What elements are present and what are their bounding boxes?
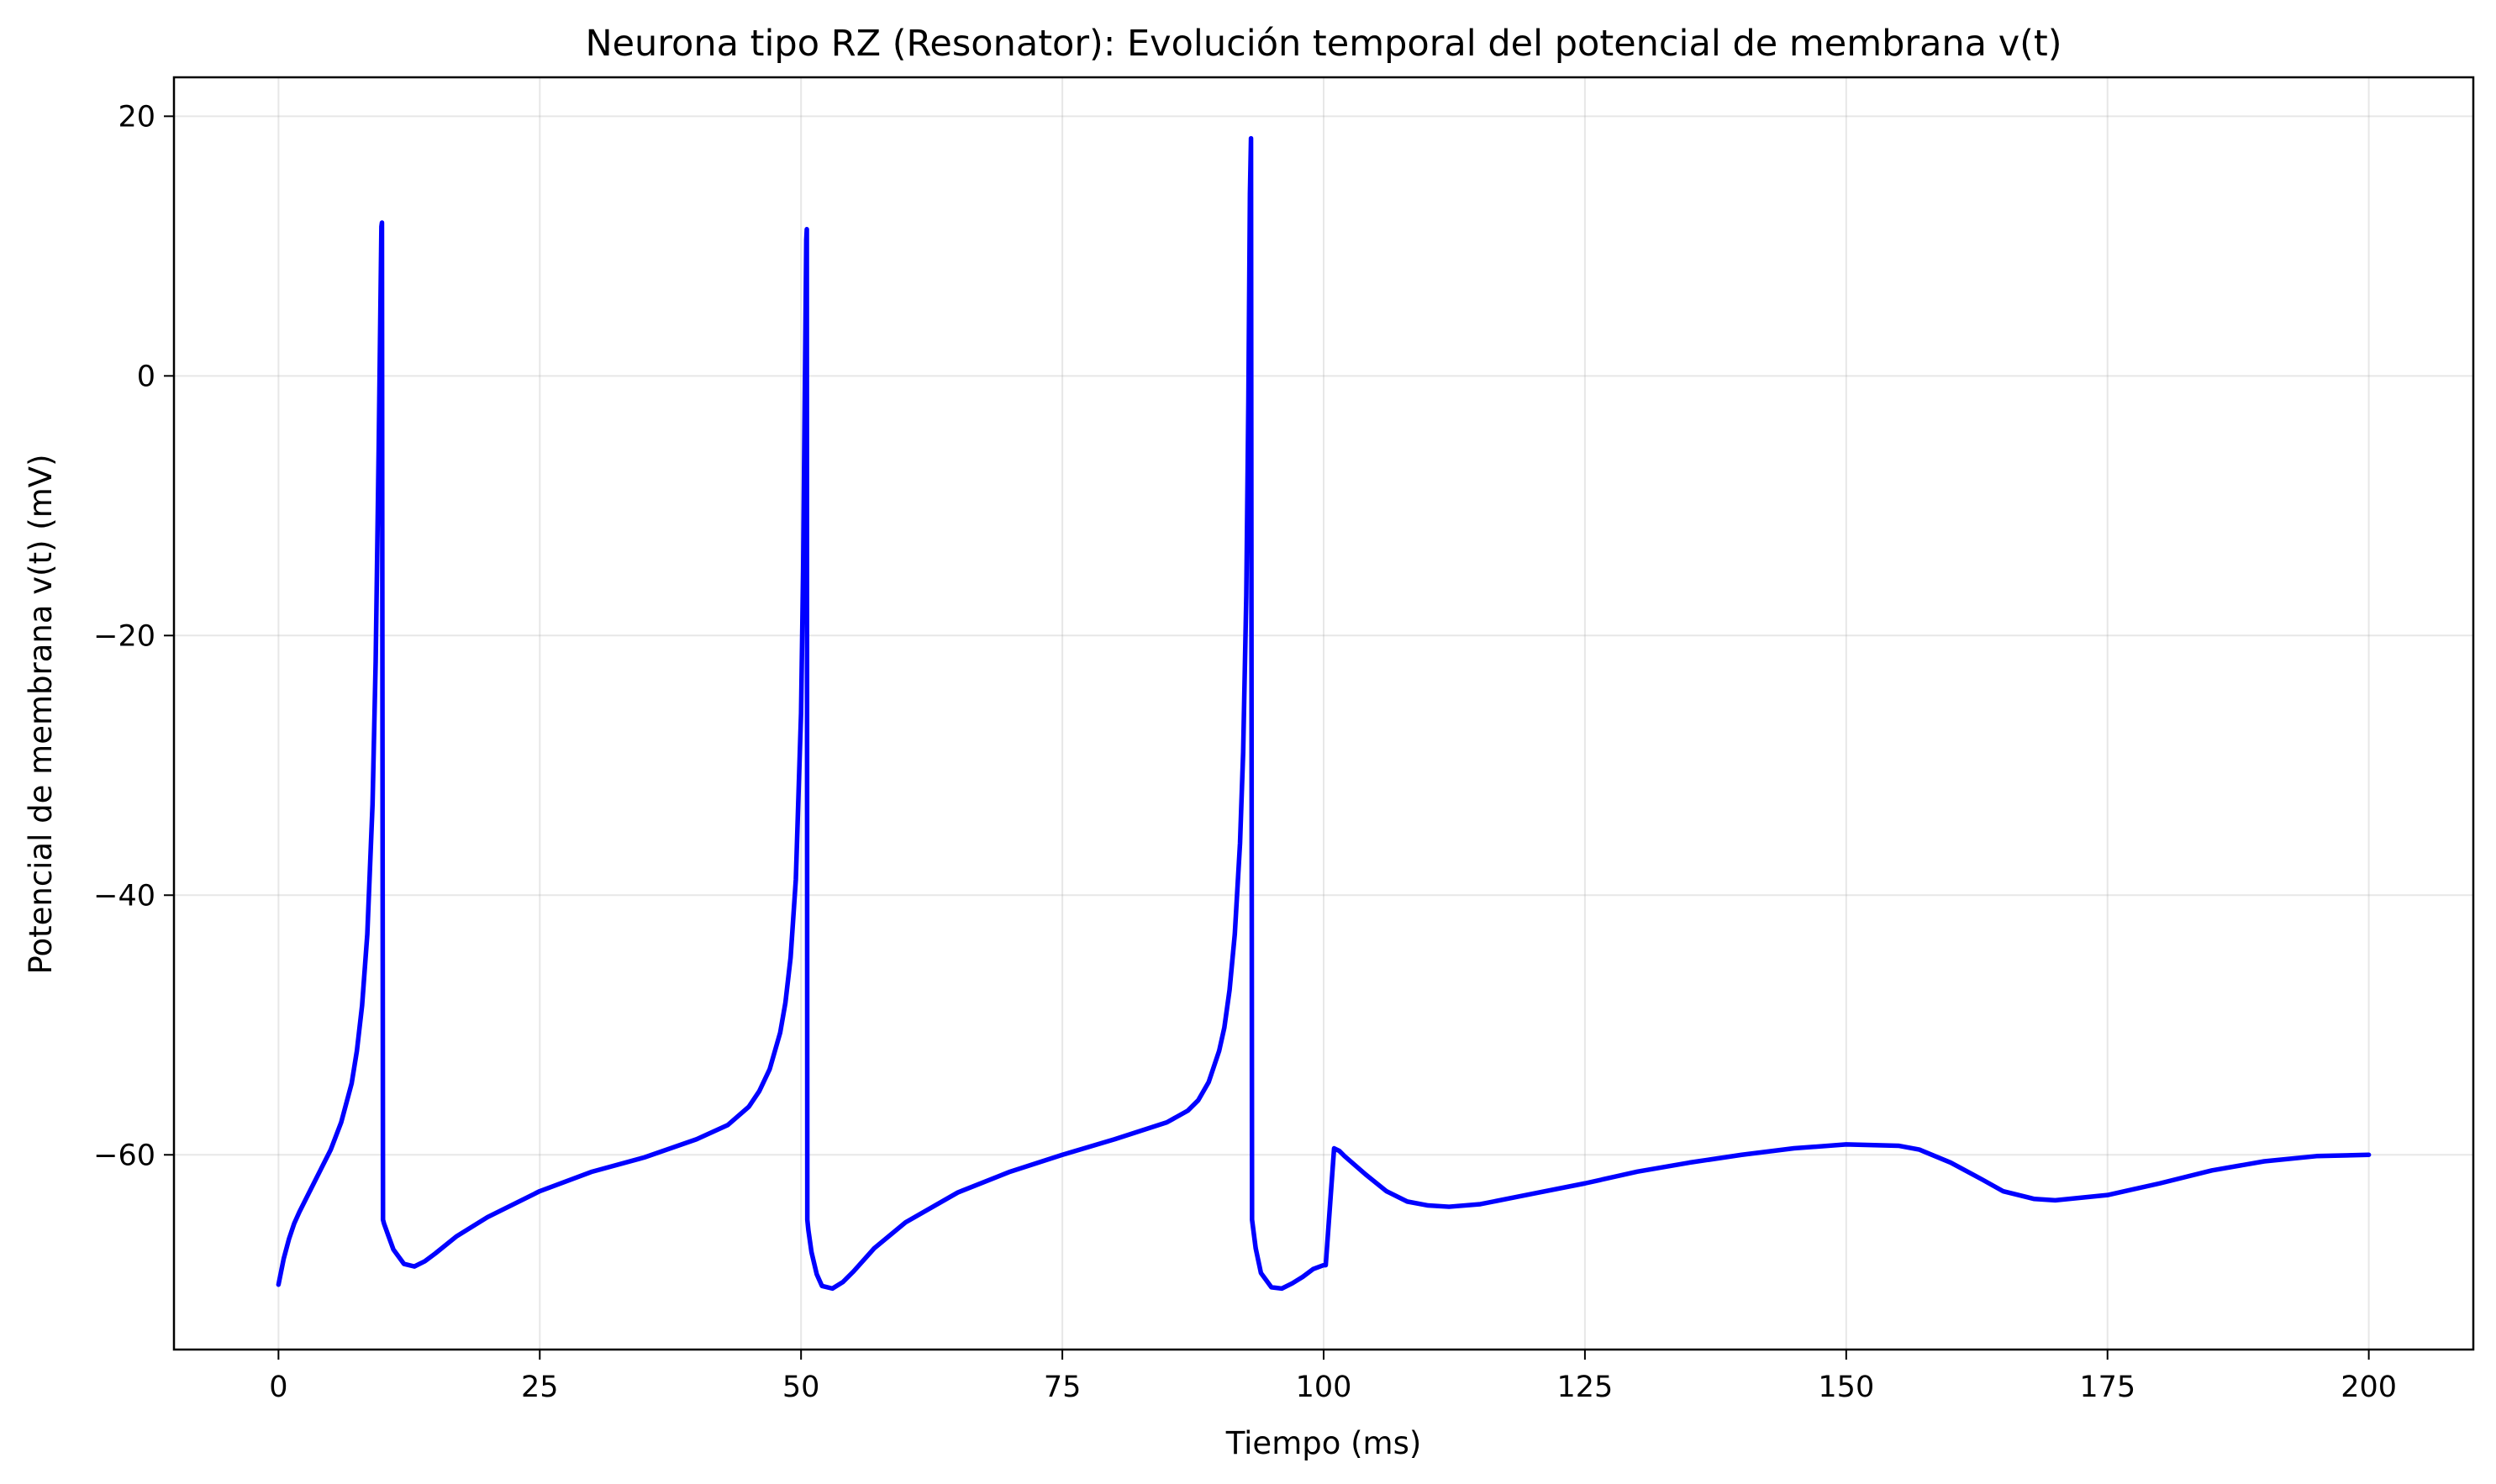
x-tick-label: 200 (2341, 1371, 2397, 1404)
x-tick-label: 125 (1557, 1371, 1614, 1404)
y-tick-label: −60 (93, 1139, 155, 1172)
x-tick-label: 50 (782, 1371, 820, 1404)
y-tick-label: −40 (93, 879, 155, 913)
chart-title: Neurona tipo RZ (Resonator): Evolución t… (585, 23, 2062, 65)
x-tick-label: 100 (1296, 1371, 1352, 1404)
y-tick-label: 0 (137, 360, 155, 393)
x-tick-label: 0 (269, 1371, 287, 1404)
x-axis-label: Tiempo (ms) (1225, 1425, 1422, 1461)
x-tick-label: 150 (1818, 1371, 1874, 1404)
x-tick-label: 25 (521, 1371, 559, 1404)
x-tick-label: 75 (1044, 1371, 1082, 1404)
y-tick-label: −20 (93, 619, 155, 653)
y-tick-label: 20 (118, 100, 155, 134)
x-tick-label: 175 (2079, 1371, 2135, 1404)
y-axis-label: Potencial de membrana v(t) (mV) (23, 454, 59, 974)
